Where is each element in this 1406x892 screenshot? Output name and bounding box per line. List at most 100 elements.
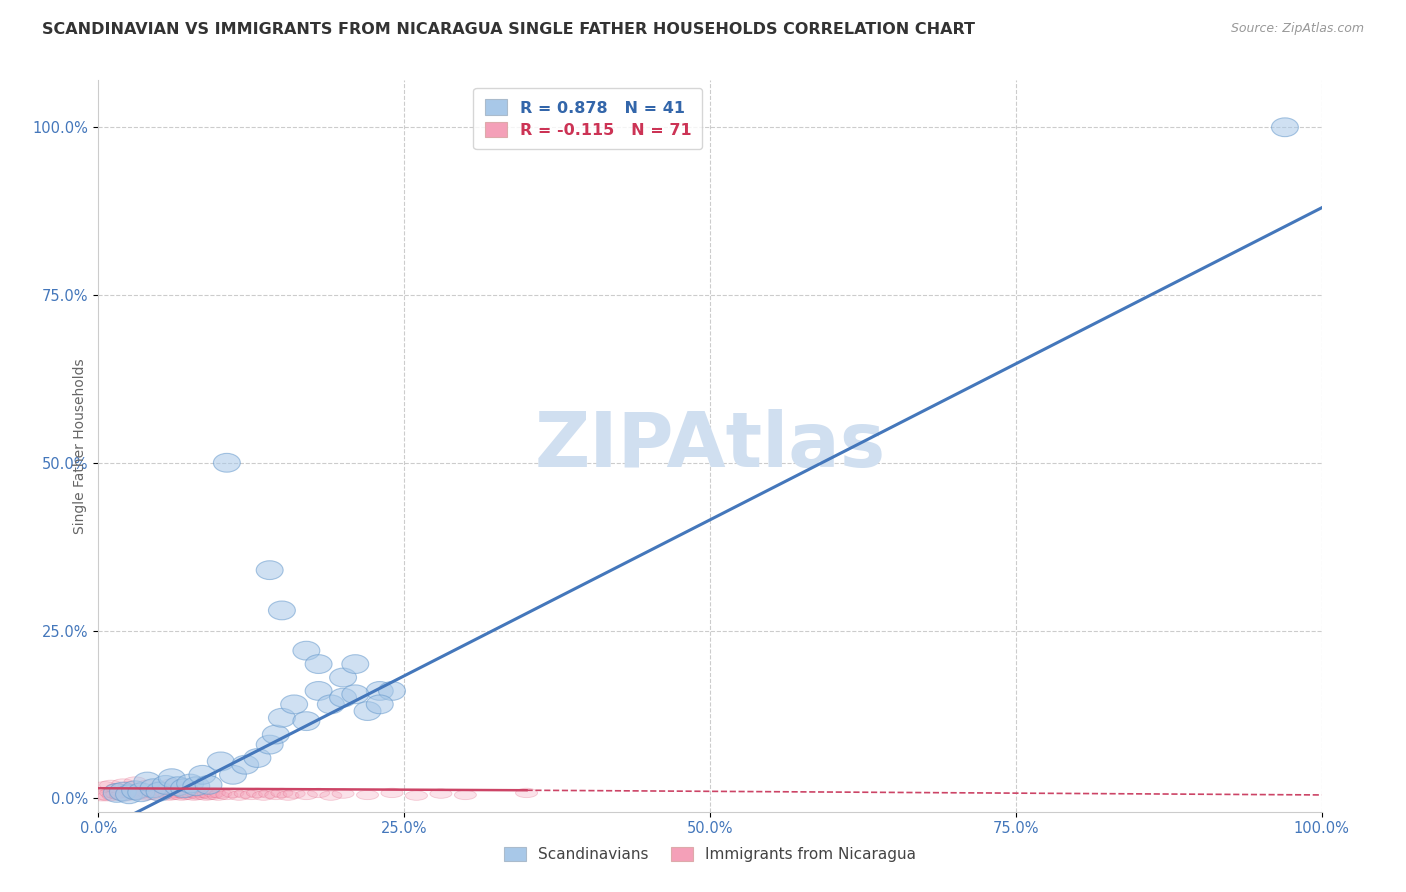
Ellipse shape <box>100 780 122 789</box>
Ellipse shape <box>114 791 136 801</box>
Text: ZIPAtlas: ZIPAtlas <box>534 409 886 483</box>
Ellipse shape <box>152 775 179 794</box>
Ellipse shape <box>142 787 165 797</box>
Ellipse shape <box>139 790 160 799</box>
Ellipse shape <box>342 655 368 673</box>
Ellipse shape <box>197 789 219 798</box>
Ellipse shape <box>283 789 305 798</box>
Ellipse shape <box>136 780 159 789</box>
Ellipse shape <box>112 779 134 789</box>
Ellipse shape <box>209 789 232 798</box>
Ellipse shape <box>354 702 381 721</box>
Ellipse shape <box>170 791 193 800</box>
Ellipse shape <box>124 777 146 786</box>
Ellipse shape <box>110 791 131 800</box>
Ellipse shape <box>191 789 214 797</box>
Ellipse shape <box>105 783 128 793</box>
Ellipse shape <box>329 668 357 687</box>
Ellipse shape <box>186 789 207 798</box>
Ellipse shape <box>134 791 156 800</box>
Ellipse shape <box>149 781 170 791</box>
Ellipse shape <box>264 790 287 799</box>
Ellipse shape <box>329 689 357 707</box>
Text: Source: ZipAtlas.com: Source: ZipAtlas.com <box>1230 22 1364 36</box>
Ellipse shape <box>222 789 245 797</box>
Ellipse shape <box>163 790 186 799</box>
Ellipse shape <box>188 765 217 784</box>
Ellipse shape <box>127 790 149 799</box>
Ellipse shape <box>165 777 191 796</box>
Ellipse shape <box>259 789 281 798</box>
Ellipse shape <box>91 791 112 801</box>
Ellipse shape <box>149 789 170 797</box>
Ellipse shape <box>146 791 169 800</box>
Ellipse shape <box>200 790 222 799</box>
Ellipse shape <box>281 695 308 714</box>
Ellipse shape <box>214 453 240 472</box>
Ellipse shape <box>188 790 209 799</box>
Ellipse shape <box>160 789 183 798</box>
Ellipse shape <box>318 695 344 714</box>
Ellipse shape <box>430 789 451 798</box>
Ellipse shape <box>292 641 319 660</box>
Ellipse shape <box>195 775 222 794</box>
Ellipse shape <box>235 789 256 798</box>
Legend: Scandinavians, Immigrants from Nicaragua: Scandinavians, Immigrants from Nicaragua <box>496 839 924 870</box>
Ellipse shape <box>263 725 290 744</box>
Ellipse shape <box>128 783 155 802</box>
Ellipse shape <box>94 790 115 799</box>
Ellipse shape <box>357 790 378 799</box>
Ellipse shape <box>308 789 329 797</box>
Ellipse shape <box>134 772 160 791</box>
Ellipse shape <box>122 790 143 799</box>
Ellipse shape <box>177 774 204 793</box>
Ellipse shape <box>305 655 332 673</box>
Ellipse shape <box>295 790 318 799</box>
Ellipse shape <box>271 789 292 797</box>
Ellipse shape <box>305 681 332 700</box>
Ellipse shape <box>277 791 299 800</box>
Ellipse shape <box>176 790 197 799</box>
Ellipse shape <box>118 789 141 798</box>
Ellipse shape <box>207 752 235 771</box>
Ellipse shape <box>256 561 283 580</box>
Ellipse shape <box>319 791 342 800</box>
Ellipse shape <box>136 789 159 797</box>
Ellipse shape <box>454 790 477 799</box>
Ellipse shape <box>110 782 136 801</box>
Ellipse shape <box>115 785 142 804</box>
Ellipse shape <box>207 791 229 800</box>
Ellipse shape <box>516 789 537 797</box>
Ellipse shape <box>232 756 259 774</box>
Ellipse shape <box>195 791 217 800</box>
Ellipse shape <box>100 789 122 797</box>
Ellipse shape <box>150 790 173 799</box>
Ellipse shape <box>381 789 404 797</box>
Ellipse shape <box>1271 118 1298 136</box>
Ellipse shape <box>103 783 131 802</box>
Ellipse shape <box>112 789 134 797</box>
Ellipse shape <box>124 787 146 797</box>
Ellipse shape <box>332 789 354 798</box>
Ellipse shape <box>97 791 120 801</box>
Text: SCANDINAVIAN VS IMMIGRANTS FROM NICARAGUA SINGLE FATHER HOUSEHOLDS CORRELATION C: SCANDINAVIAN VS IMMIGRANTS FROM NICARAGU… <box>42 22 976 37</box>
Ellipse shape <box>159 791 180 800</box>
Ellipse shape <box>179 789 201 797</box>
Ellipse shape <box>131 789 152 797</box>
Ellipse shape <box>118 781 141 791</box>
Ellipse shape <box>246 789 269 797</box>
Ellipse shape <box>367 681 394 700</box>
Ellipse shape <box>103 791 124 800</box>
Ellipse shape <box>155 789 177 797</box>
Ellipse shape <box>159 769 186 788</box>
Ellipse shape <box>292 712 319 731</box>
Ellipse shape <box>269 601 295 620</box>
Ellipse shape <box>253 791 274 800</box>
Ellipse shape <box>256 735 283 754</box>
Ellipse shape <box>173 789 195 798</box>
Ellipse shape <box>219 765 246 784</box>
Ellipse shape <box>342 685 368 704</box>
Ellipse shape <box>160 779 183 789</box>
Ellipse shape <box>204 789 225 797</box>
Ellipse shape <box>105 789 128 799</box>
